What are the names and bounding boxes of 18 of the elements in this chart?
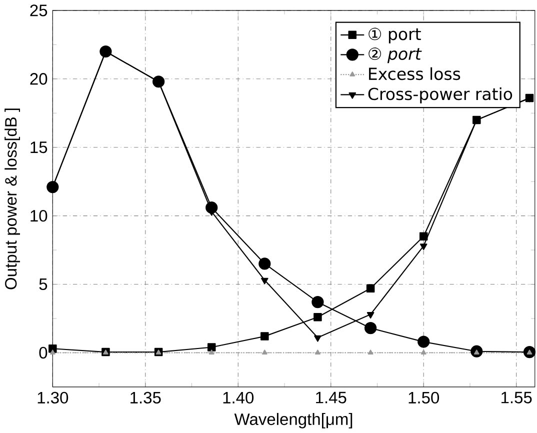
y-tick-label: 25 <box>30 4 48 16</box>
y-tick-label: 10 <box>30 210 48 222</box>
x-tick-label: 1.40 <box>223 392 254 404</box>
legend-label: Excess loss <box>369 67 460 80</box>
x-tick-label: 1.45 <box>316 392 346 404</box>
y-tick-label: 0 <box>39 346 48 359</box>
y-axis-title: Output power & loss[dB ] <box>4 108 20 290</box>
x-tick-label: 1.35 <box>130 392 161 404</box>
legend-label: ② port <box>368 48 422 64</box>
y-tick-label: 5 <box>39 278 48 290</box>
y-tick-label: 20 <box>30 73 48 85</box>
legend-label: Cross-power ratio <box>368 87 512 104</box>
legend-label: ① port <box>368 28 421 44</box>
y-tick-label: 15 <box>30 142 48 154</box>
x-tick-label: 1.55 <box>502 392 532 404</box>
x-tick-label: 1.50 <box>408 392 440 404</box>
x-tick-label: 1.30 <box>38 392 68 404</box>
x-axis-title: Wavelength[μm] <box>234 413 352 428</box>
